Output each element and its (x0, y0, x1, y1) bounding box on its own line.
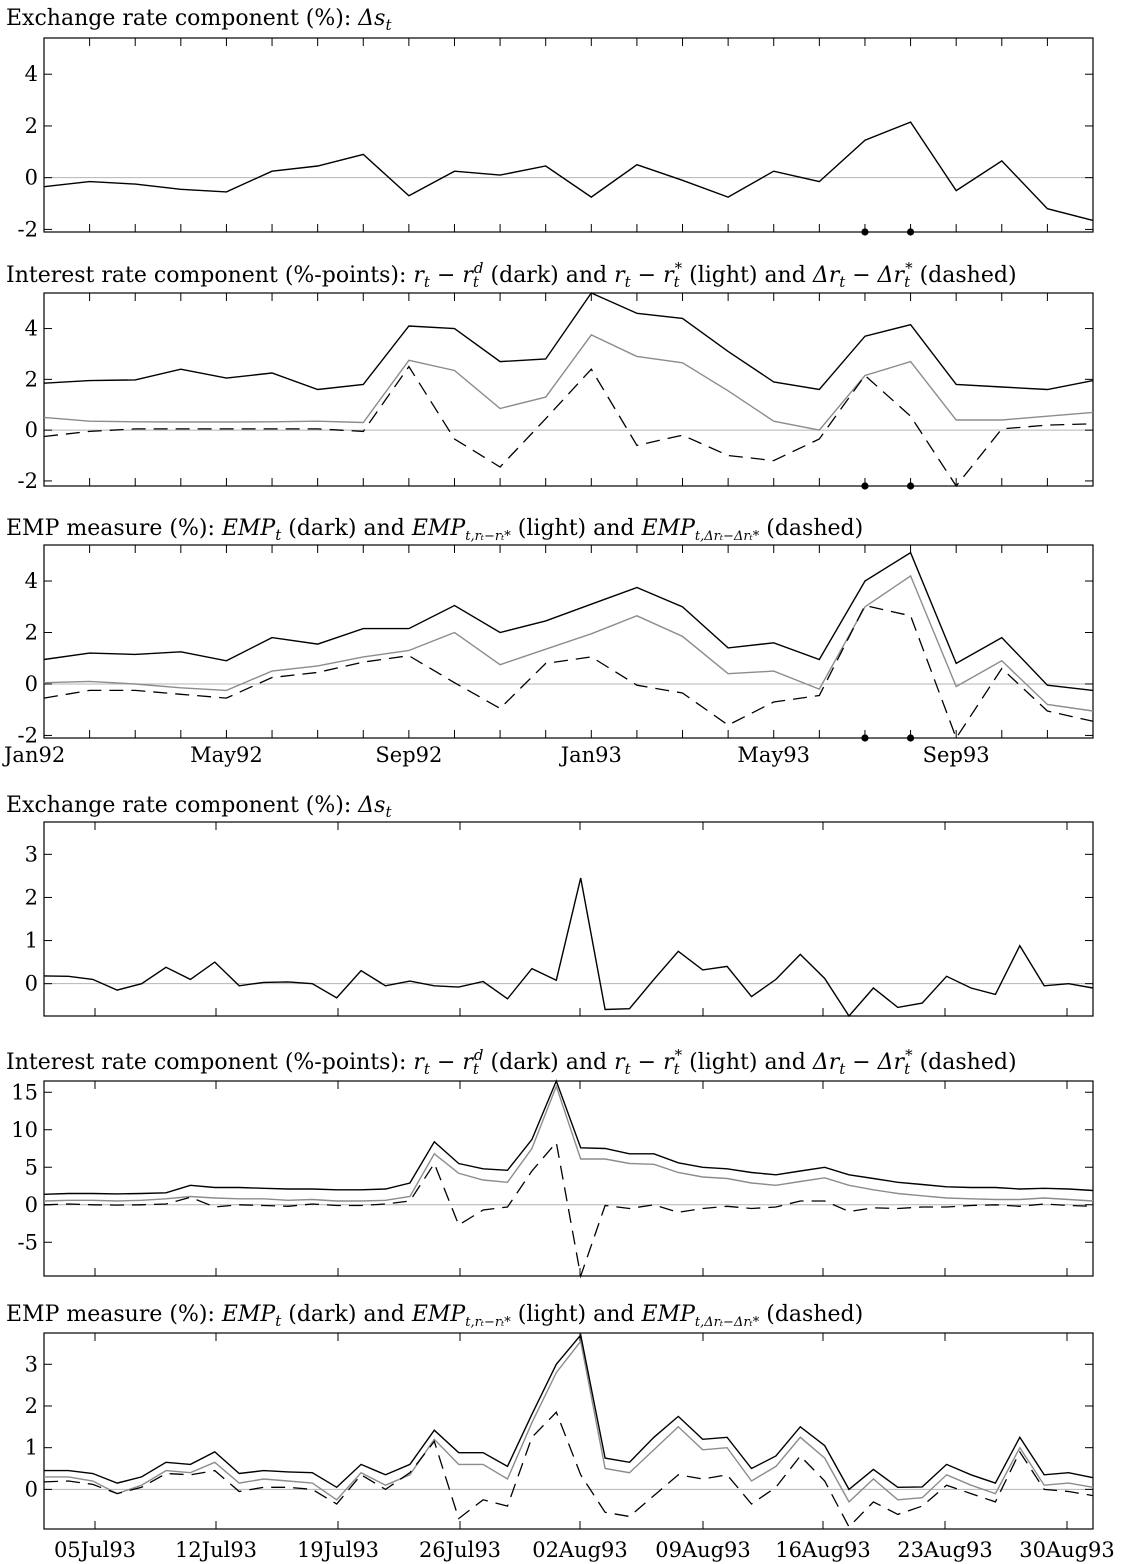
series-line-light (44, 1339, 1094, 1504)
series-line-light (43, 334, 1094, 431)
series-line-dashed (43, 604, 1094, 740)
series-line-light (43, 1084, 1094, 1202)
panel-4-title: Exchange rate component (%): Δst (6, 793, 392, 821)
y-tick-label: 1 (25, 929, 38, 953)
x-tick-label: 19Jul93 (297, 1538, 379, 1562)
x-tick-label: May92 (190, 743, 263, 767)
panel-6-title: EMP measure (%): EMPt (dark) and EMPt,rₜ… (6, 1302, 863, 1330)
panel-3-title: EMP measure (%): EMPt (dark) and EMPt,rₜ… (6, 516, 863, 544)
plot-frame (43, 292, 1094, 487)
y-tick-label: 0 (25, 1193, 38, 1217)
y-tick-label: 2 (25, 620, 38, 644)
plot-frame (43, 1080, 1094, 1277)
x-tick-label: 02Aug93 (532, 1538, 628, 1562)
x-tick-label: 12Jul93 (175, 1538, 257, 1562)
y-tick-label: 3 (25, 842, 38, 866)
panel-1-title: Exchange rate component (%): Δst (6, 6, 392, 34)
panel-4: 0 1 2 3 (25, 821, 1094, 1018)
y-tick-label: 0 (25, 672, 38, 696)
y-tick-label: 4 (25, 569, 38, 593)
series-line-dark (43, 1079, 1094, 1195)
x-tick-label: Jan92 (2, 743, 65, 767)
event-marker (906, 482, 915, 490)
y-tick-label: 2 (25, 367, 38, 391)
y-tick-label: 2 (25, 114, 38, 138)
plot-frame (43, 544, 1094, 739)
panel-2-title: Interest rate component (%-points): rt −… (6, 259, 1017, 291)
y-tick-label: 0 (25, 1477, 38, 1501)
y-tick-label: -2 (18, 723, 38, 747)
panel-2: -2 0 2 4 (18, 292, 1094, 493)
panel-5-title: Interest rate component (%-points): rt −… (6, 1046, 1017, 1078)
event-marker (861, 734, 869, 742)
y-tick-label: 4 (25, 62, 38, 86)
x-tick-label: May93 (737, 743, 810, 767)
x-tick-label: 09Aug93 (655, 1538, 751, 1562)
panel-3: -2 0 2 4 Jan92 May92 Sep92 Jan93 May93 Sep93 (2, 544, 1094, 767)
event-marker (861, 482, 869, 490)
y-tick-label: 0 (25, 418, 38, 442)
y-tick-label: 2 (25, 1394, 38, 1418)
panel-1: -2 0 2 4 (18, 37, 1094, 241)
series-line-dark (43, 121, 1094, 222)
y-tick-label: 0 (25, 972, 38, 996)
x-tick-label: 26Jul93 (419, 1538, 501, 1562)
series-line-dark (43, 292, 1094, 391)
panel-5: -5 0 5 10 15 (11, 1079, 1094, 1279)
y-tick-label: 3 (25, 1352, 38, 1376)
x-tick-label: 05Jul93 (54, 1538, 136, 1562)
x-tick-label: 16Aug93 (775, 1538, 871, 1562)
y-tick-label: 5 (25, 1155, 38, 1179)
y-tick-label: 10 (11, 1118, 38, 1142)
event-marker (861, 228, 869, 236)
y-tick-label: 2 (25, 885, 38, 909)
x-tick-label: Sep93 (923, 743, 990, 767)
series-line-dark (44, 1333, 1094, 1491)
event-marker (906, 228, 915, 236)
y-tick-label: 4 (25, 317, 38, 341)
x-tick-label: 30Aug93 (1019, 1538, 1115, 1562)
x-tick-label: Sep92 (375, 743, 442, 767)
plot-frame (43, 821, 1094, 1017)
series-line-dark (43, 877, 1094, 1018)
plot-frame (43, 37, 1094, 233)
y-tick-label: 15 (11, 1080, 38, 1104)
y-tick-label: 1 (25, 1436, 38, 1460)
y-tick-label: 0 (25, 166, 38, 190)
series-line-dashed (43, 1141, 1094, 1279)
series-line-dashed (43, 1411, 1094, 1528)
x-tick-label: 23Aug93 (897, 1538, 993, 1562)
event-marker (906, 734, 915, 742)
series-line-light (43, 574, 1094, 712)
series-line-dashed (43, 365, 1094, 488)
y-tick-label: -2 (18, 469, 38, 493)
series-line-dark (43, 551, 1094, 692)
y-tick-label: -5 (18, 1230, 38, 1254)
y-tick-label: -2 (18, 217, 38, 241)
panel-6: 0 1 2 3 05Jul93 12Jul93 19Jul93 26Jul93 02Aug93 0… (25, 1332, 1115, 1562)
plot-frame (43, 1332, 1094, 1530)
x-tick-label: Jan93 (559, 743, 622, 767)
